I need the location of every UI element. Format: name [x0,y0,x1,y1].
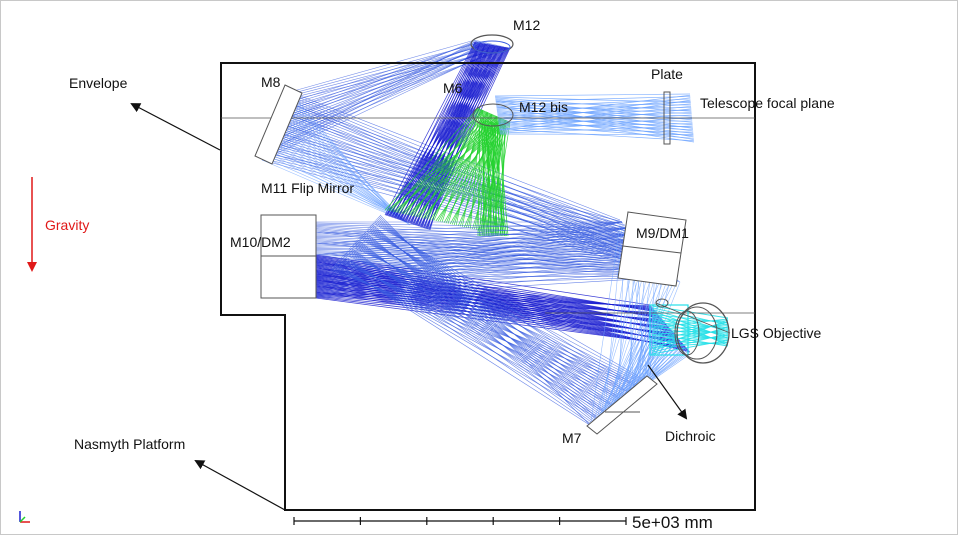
label-m9-dm1: M9/DM1 [636,225,689,241]
xyz-axis-icon [19,511,30,523]
m12bis-mirror [472,103,514,127]
rays-m11-to-m7 [329,214,646,431]
m9-dm1-mirror [617,211,687,287]
ray-bundles [261,39,729,431]
label-m6: M6 [443,80,463,96]
label-m8: M8 [261,74,281,90]
m7-mirror [586,375,658,435]
scale-bar-label: 5e+03 mm [632,513,713,532]
rays-m8-to-m11 [261,91,411,226]
scale-bar [293,517,627,525]
m8-mirror [254,84,303,165]
label-dichroic: Dichroic [665,428,716,444]
label-lgs-objective: LGS Objective [731,325,821,341]
label-plate: Plate [651,66,683,82]
m12-mirror [470,34,514,54]
dichroic-arrow [647,364,688,420]
plate [663,91,671,145]
label-m12: M12 [513,17,540,33]
label-m12-bis: M12 bis [519,99,568,115]
lgs-objective [649,298,731,364]
label-telescope-focal-plane: Telescope focal plane [700,95,835,111]
label-m10-dm2: M10/DM2 [230,234,291,250]
rays-m6-vertical [477,119,509,237]
m10-dm2-mirror [260,214,317,299]
envelope-arrow [130,103,221,151]
label-nasmyth-platform: Nasmyth Platform [74,436,185,452]
label-m11-flip-mirror: M11 Flip Mirror [261,180,354,196]
label-gravity: Gravity [45,217,89,233]
label-m7: M7 [562,430,582,446]
nasmyth-arrow [194,460,286,511]
label-envelope: Envelope [69,75,128,91]
rays-to-focal-plane [494,93,695,143]
